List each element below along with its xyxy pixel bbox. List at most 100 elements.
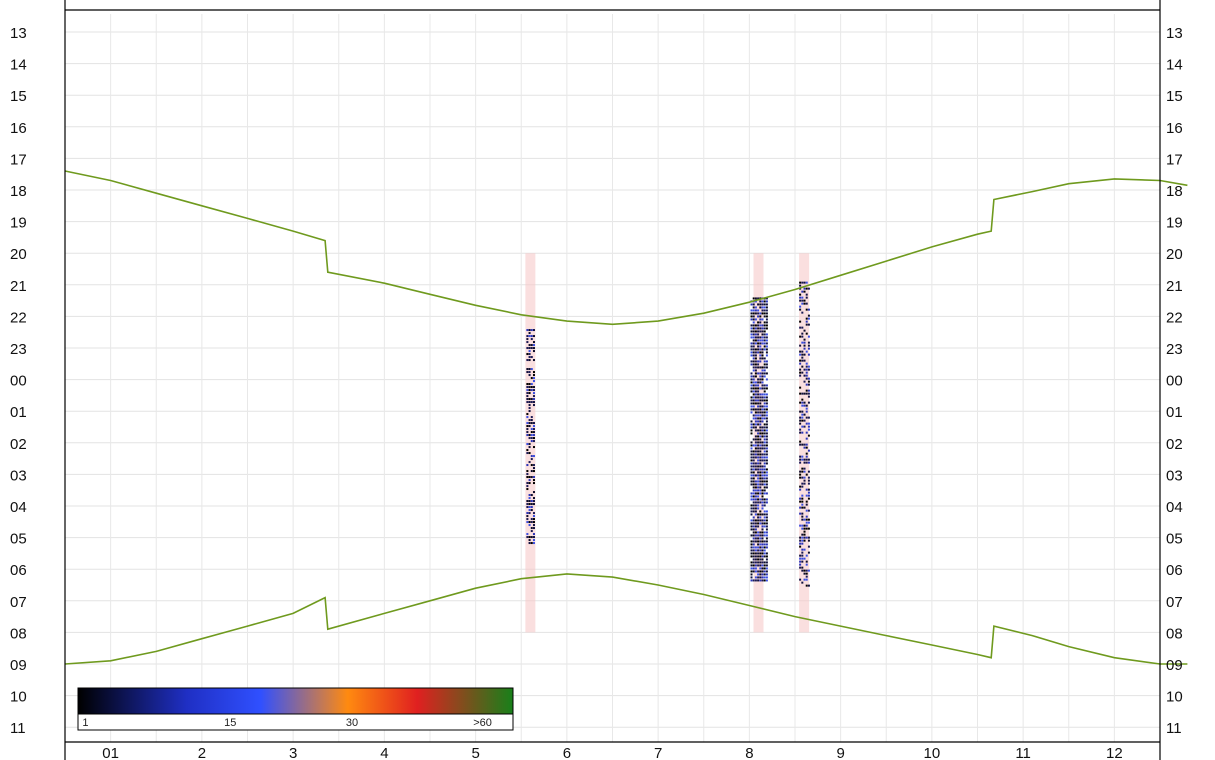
detection-point xyxy=(754,576,757,579)
y-tick-label: 02 xyxy=(1166,436,1183,453)
detection-point xyxy=(805,377,808,380)
detection-point xyxy=(757,540,760,543)
y-axis-left: 13 14 15 16 17 18 19 20 21 22 23 00 01 02 03 04 05 06 07 08… xyxy=(10,25,27,737)
detection-point xyxy=(765,387,768,390)
detection-point xyxy=(757,531,760,534)
detection-point xyxy=(530,527,533,530)
detection-point xyxy=(757,432,760,435)
detection-point xyxy=(752,552,755,555)
detection-point xyxy=(763,462,766,465)
detection-point xyxy=(805,293,808,296)
detection-point xyxy=(805,317,808,320)
detection-point xyxy=(761,576,764,579)
detection-point xyxy=(750,453,753,456)
detection-point xyxy=(754,462,757,465)
detection-point xyxy=(532,389,535,392)
detection-point xyxy=(528,422,531,425)
detection-point xyxy=(799,386,802,389)
detection-point xyxy=(761,411,764,414)
detection-point xyxy=(532,536,535,539)
detection-point xyxy=(805,446,808,449)
detection-point xyxy=(759,486,762,489)
detection-point xyxy=(528,524,531,527)
detection-point xyxy=(801,518,804,521)
detection-point xyxy=(765,462,768,465)
detection-point xyxy=(754,333,757,336)
detection-point xyxy=(759,471,762,474)
detection-point xyxy=(805,461,808,464)
detection-point xyxy=(526,515,529,518)
detection-point xyxy=(803,476,806,479)
detection-point xyxy=(526,425,529,428)
detection-point xyxy=(750,372,753,375)
detection-point xyxy=(526,422,529,425)
detection-point xyxy=(754,309,757,312)
detection-point xyxy=(530,386,533,389)
detection-point xyxy=(750,318,753,321)
detection-point xyxy=(757,537,760,540)
detection-point xyxy=(805,362,808,365)
detection-point xyxy=(765,513,768,516)
detection-point xyxy=(763,441,766,444)
detection-point xyxy=(750,570,753,573)
detection-point xyxy=(765,510,768,513)
detection-point xyxy=(754,357,757,360)
detection-point xyxy=(752,519,755,522)
detection-point xyxy=(807,482,810,485)
detection-point xyxy=(807,416,810,419)
detection-point xyxy=(759,564,762,567)
detection-point xyxy=(801,299,804,302)
y-tick-label: 14 xyxy=(10,57,27,74)
detection-point xyxy=(761,399,764,402)
detection-point xyxy=(750,327,753,330)
detection-point xyxy=(805,515,808,518)
detection-point xyxy=(763,540,766,543)
detection-point xyxy=(799,512,802,515)
detection-point xyxy=(532,533,535,536)
x-tick-label: 5 xyxy=(471,745,479,760)
detection-point xyxy=(526,359,529,362)
detection-point xyxy=(763,366,766,369)
detection-point xyxy=(528,407,531,410)
detection-point xyxy=(761,540,764,543)
detection-point xyxy=(757,474,760,477)
y-tick-label: 20 xyxy=(10,246,27,263)
detection-point xyxy=(763,447,766,450)
detection-point xyxy=(799,506,802,509)
detection-point xyxy=(803,368,806,371)
detection-point xyxy=(765,486,768,489)
detection-point xyxy=(759,483,762,486)
detection-point xyxy=(750,432,753,435)
detection-point xyxy=(801,371,804,374)
detection-point xyxy=(801,485,804,488)
detection-point xyxy=(759,531,762,534)
detection-point xyxy=(759,567,762,570)
detection-point xyxy=(532,479,535,482)
detection-point xyxy=(752,423,755,426)
detection-point xyxy=(752,405,755,408)
detection-point xyxy=(752,357,755,360)
detection-point xyxy=(765,432,768,435)
detection-point xyxy=(757,501,760,504)
detection-point xyxy=(752,417,755,420)
detection-point xyxy=(530,506,533,509)
detection-point xyxy=(759,510,762,513)
detection-point xyxy=(528,359,531,362)
detection-point xyxy=(805,524,808,527)
detection-point xyxy=(754,399,757,402)
detection-point xyxy=(530,377,533,380)
detection-point xyxy=(807,551,810,554)
detection-point xyxy=(754,390,757,393)
detection-point xyxy=(750,303,753,306)
detection-point xyxy=(752,450,755,453)
detection-point xyxy=(754,528,757,531)
detection-point xyxy=(757,498,760,501)
detection-point xyxy=(759,468,762,471)
detection-point xyxy=(532,434,535,437)
detection-point xyxy=(757,516,760,519)
detection-point xyxy=(761,417,764,420)
detection-point xyxy=(761,471,764,474)
detection-point xyxy=(750,492,753,495)
detection-point xyxy=(763,555,766,558)
detection-point xyxy=(528,512,531,515)
